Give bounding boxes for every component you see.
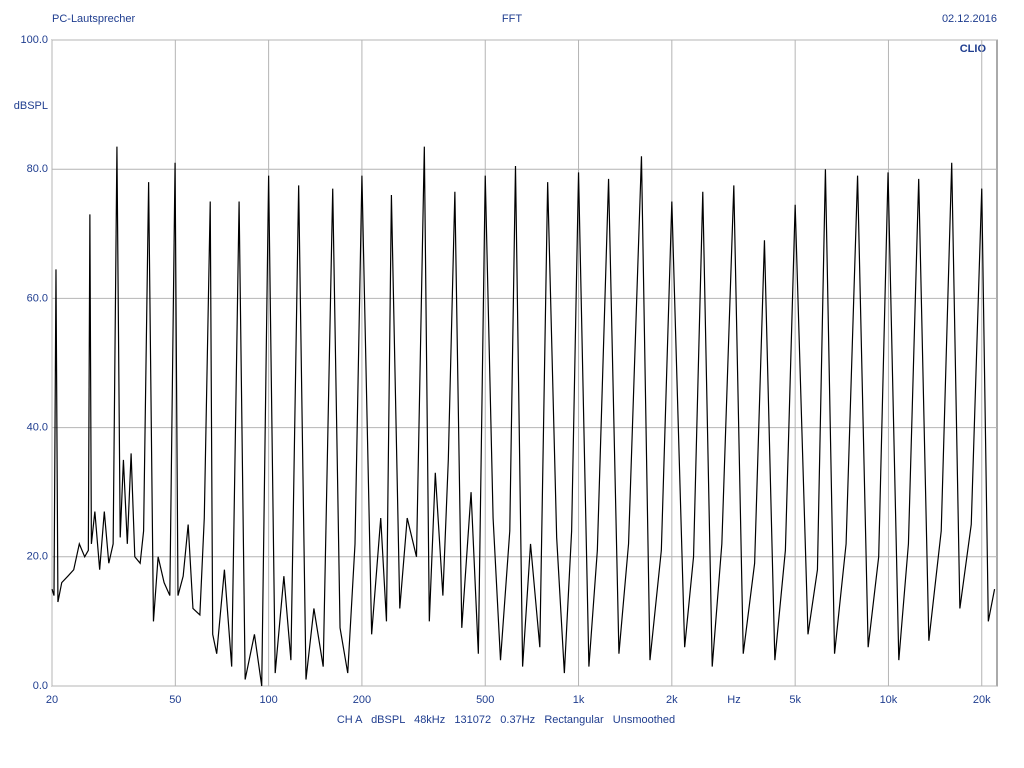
x-tick-label: 20k xyxy=(973,694,991,706)
x-tick-label: 200 xyxy=(353,694,371,706)
chart-title: FFT xyxy=(502,13,522,25)
y-tick-label: 20.0 xyxy=(27,551,48,563)
y-axis-label: dBSPL xyxy=(14,100,48,112)
data-line xyxy=(51,146,996,687)
x-tick-label: 50 xyxy=(169,694,181,706)
x-tick-label: 5k xyxy=(789,694,801,706)
x-tick-label: 500 xyxy=(476,694,494,706)
chart-date: 02.12.2016 xyxy=(942,13,997,25)
footer: CH A dBSPL 48kHz 131072 0.37Hz Rectangul… xyxy=(337,714,675,726)
y-tick-label: 0.0 xyxy=(33,680,48,692)
x-tick-label: 1k xyxy=(573,694,585,706)
x-tick-label: 2k xyxy=(666,694,678,706)
y-tick-label: 100.0 xyxy=(20,34,48,46)
x-tick-label: 100 xyxy=(259,694,277,706)
x-axis-label: Hz xyxy=(727,694,740,706)
y-tick-label: 40.0 xyxy=(27,422,48,434)
x-tick-label: 10k xyxy=(880,694,898,706)
plot-frame xyxy=(51,39,998,687)
y-tick-label: 80.0 xyxy=(27,163,48,175)
brand: CLIO xyxy=(960,43,987,55)
chart-subtitle: PC-Lautsprecher xyxy=(52,13,135,25)
y-tick-label: 60.0 xyxy=(27,292,48,304)
x-tick-label: 20 xyxy=(46,694,58,706)
